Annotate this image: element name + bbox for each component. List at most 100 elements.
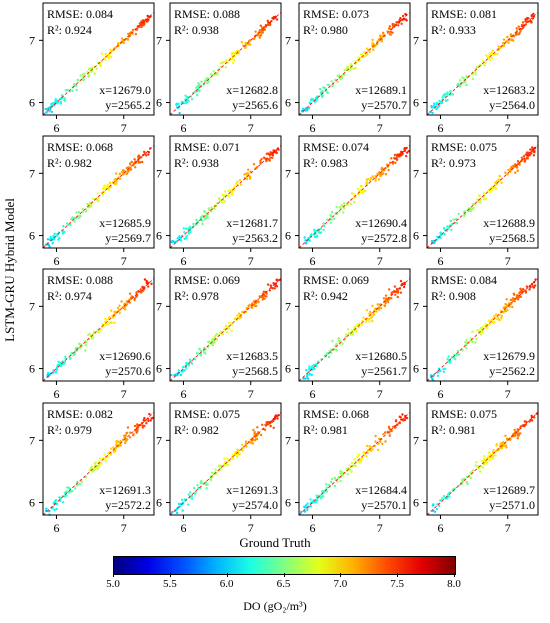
data-point	[269, 284, 272, 287]
data-point	[313, 228, 316, 231]
data-point	[500, 316, 503, 320]
data-point	[210, 206, 213, 209]
data-point	[304, 504, 308, 507]
data-point	[247, 168, 250, 171]
panel-frame	[426, 268, 539, 382]
data-point	[307, 377, 310, 380]
data-point	[505, 446, 508, 449]
data-point	[131, 295, 135, 299]
data-point	[528, 288, 531, 291]
data-point	[66, 88, 69, 92]
data-point	[301, 107, 305, 111]
data-point	[471, 330, 474, 333]
data-point	[352, 333, 355, 336]
data-point	[523, 160, 526, 163]
data-point	[54, 498, 58, 502]
data-point	[203, 217, 207, 221]
data-point	[125, 300, 129, 303]
x-tick-label: 7	[377, 387, 383, 401]
data-point	[150, 282, 153, 285]
reference-line	[298, 278, 411, 382]
data-point	[300, 510, 303, 514]
data-point	[533, 284, 537, 287]
data-point	[147, 150, 150, 154]
data-point	[206, 214, 209, 217]
data-point	[143, 22, 146, 26]
data-point	[108, 181, 112, 185]
data-point	[513, 428, 516, 431]
data-point	[77, 210, 81, 214]
panel-frame	[42, 268, 155, 382]
data-point	[135, 295, 138, 298]
data-point	[375, 310, 378, 313]
panel-frame	[169, 135, 282, 249]
y-tick-label: 6	[29, 96, 35, 110]
data-point	[189, 491, 192, 494]
data-point	[104, 317, 107, 321]
data-point	[133, 297, 137, 300]
y-tick-label: 7	[29, 33, 35, 47]
reference-line	[426, 278, 539, 382]
data-point	[305, 368, 308, 372]
data-point	[474, 341, 477, 344]
data-point	[483, 64, 486, 67]
data-point	[108, 321, 111, 324]
data-point	[183, 369, 186, 372]
data-point	[524, 18, 527, 21]
data-point	[356, 187, 359, 191]
data-point	[442, 94, 445, 97]
data-point	[187, 503, 190, 506]
x-tick-label: 6	[53, 387, 59, 401]
y-tick-label: 7	[156, 33, 162, 47]
data-point	[62, 501, 65, 504]
data-point	[475, 461, 478, 464]
data-point	[226, 61, 229, 64]
data-point	[512, 292, 515, 295]
data-point	[337, 337, 341, 340]
data-point	[366, 318, 369, 321]
data-point	[54, 370, 58, 374]
data-point	[195, 86, 198, 89]
data-point	[384, 294, 388, 297]
r2-label: R²: 0.981	[303, 423, 348, 437]
data-point	[436, 374, 440, 377]
data-point	[374, 176, 377, 180]
data-point	[505, 437, 509, 440]
reference-line	[42, 278, 155, 382]
data-point	[436, 370, 439, 373]
data-point	[485, 462, 488, 465]
data-point	[246, 172, 250, 175]
reference-line	[298, 412, 411, 516]
data-point	[349, 464, 352, 467]
data-point	[238, 179, 242, 182]
data-point	[70, 351, 73, 354]
data-point	[528, 153, 532, 157]
data-point	[175, 102, 178, 105]
data-point	[402, 285, 406, 289]
data-point	[490, 51, 493, 54]
data-point	[184, 94, 187, 97]
data-point	[253, 432, 256, 436]
data-point	[253, 303, 256, 306]
data-point	[360, 457, 363, 460]
data-point	[267, 153, 271, 156]
data-point	[62, 224, 65, 228]
rmse-label: RMSE: 0.074	[303, 140, 369, 154]
data-point	[209, 73, 213, 76]
data-point	[451, 222, 454, 226]
data-point	[111, 316, 115, 319]
data-point	[133, 424, 137, 428]
sum-y-label: y=2561.7	[361, 364, 407, 378]
panel-frame	[169, 402, 282, 516]
data-point	[329, 214, 332, 217]
data-point	[199, 354, 203, 357]
data-point	[120, 37, 124, 40]
data-point	[170, 240, 174, 244]
data-point	[183, 498, 187, 501]
data-point	[69, 490, 72, 493]
y-tick-label: 6	[156, 96, 162, 110]
sum-y-label: y=2570.7	[361, 98, 407, 112]
data-point	[274, 285, 277, 288]
data-point	[531, 285, 534, 288]
data-point	[377, 178, 381, 181]
